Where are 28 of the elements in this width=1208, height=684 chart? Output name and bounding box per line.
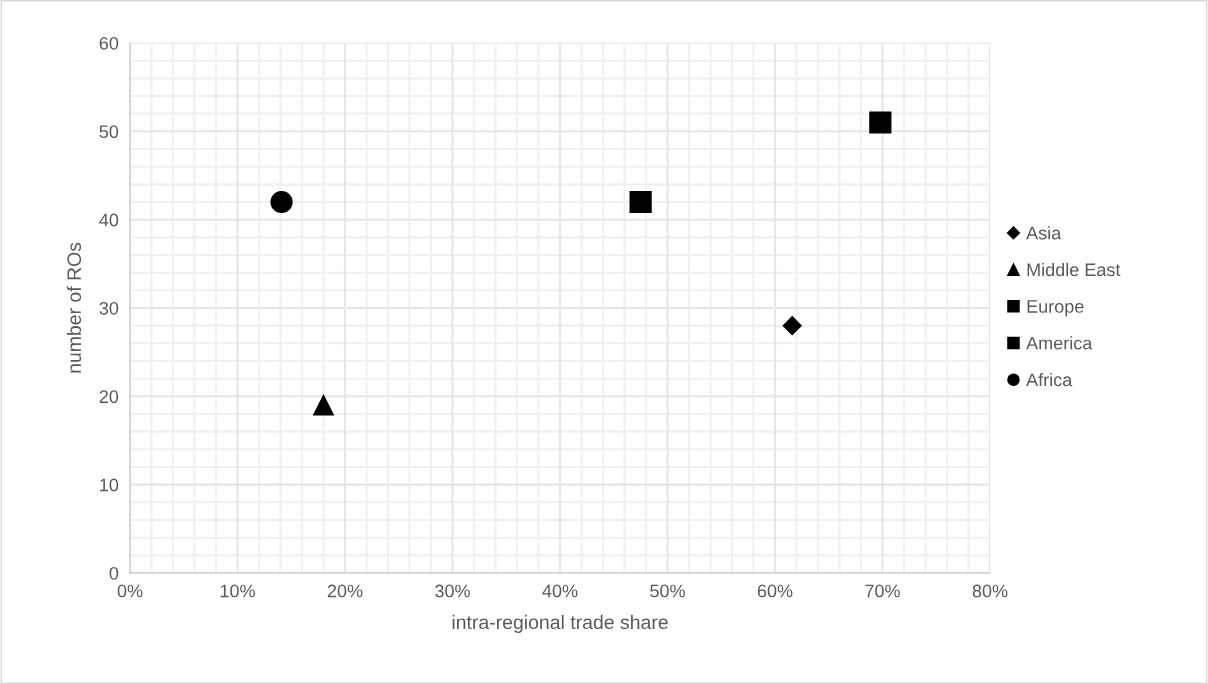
y-tick-label: 40 bbox=[99, 213, 119, 227]
y-axis-title: number of ROs bbox=[66, 242, 82, 373]
y-tick-label: 0 bbox=[109, 566, 119, 580]
y-tick-label: 30 bbox=[99, 301, 119, 315]
x-tick-label: 40% bbox=[542, 584, 578, 598]
x-tick-label: 70% bbox=[865, 584, 900, 598]
x-tick-label: 50% bbox=[650, 584, 685, 598]
x-tick-label: 20% bbox=[327, 584, 363, 598]
x-tick-label: 60% bbox=[757, 584, 793, 598]
y-tick-label: 10 bbox=[100, 478, 119, 492]
x-tick-label: 0% bbox=[117, 584, 143, 598]
y-tick-label: 20 bbox=[99, 390, 119, 404]
legend-label: Europe bbox=[1027, 300, 1084, 317]
x-tick-label: 30% bbox=[435, 584, 470, 598]
point bbox=[869, 111, 892, 134]
point bbox=[629, 190, 652, 214]
legend-label: Middle East bbox=[1027, 262, 1121, 277]
x-axis-title: intra-regional trade share bbox=[452, 614, 668, 633]
point bbox=[313, 394, 334, 416]
x-tick-label: 10% bbox=[220, 584, 255, 598]
y-tick-label: 50 bbox=[99, 125, 119, 139]
point bbox=[782, 316, 802, 336]
legend-label: Africa bbox=[1026, 372, 1073, 387]
point bbox=[270, 190, 293, 214]
legend-label: Asia bbox=[1026, 226, 1062, 240]
x-tick-label: 80% bbox=[972, 584, 1008, 598]
legend-label: America bbox=[1026, 336, 1093, 350]
y-tick-label: 60 bbox=[99, 36, 119, 50]
